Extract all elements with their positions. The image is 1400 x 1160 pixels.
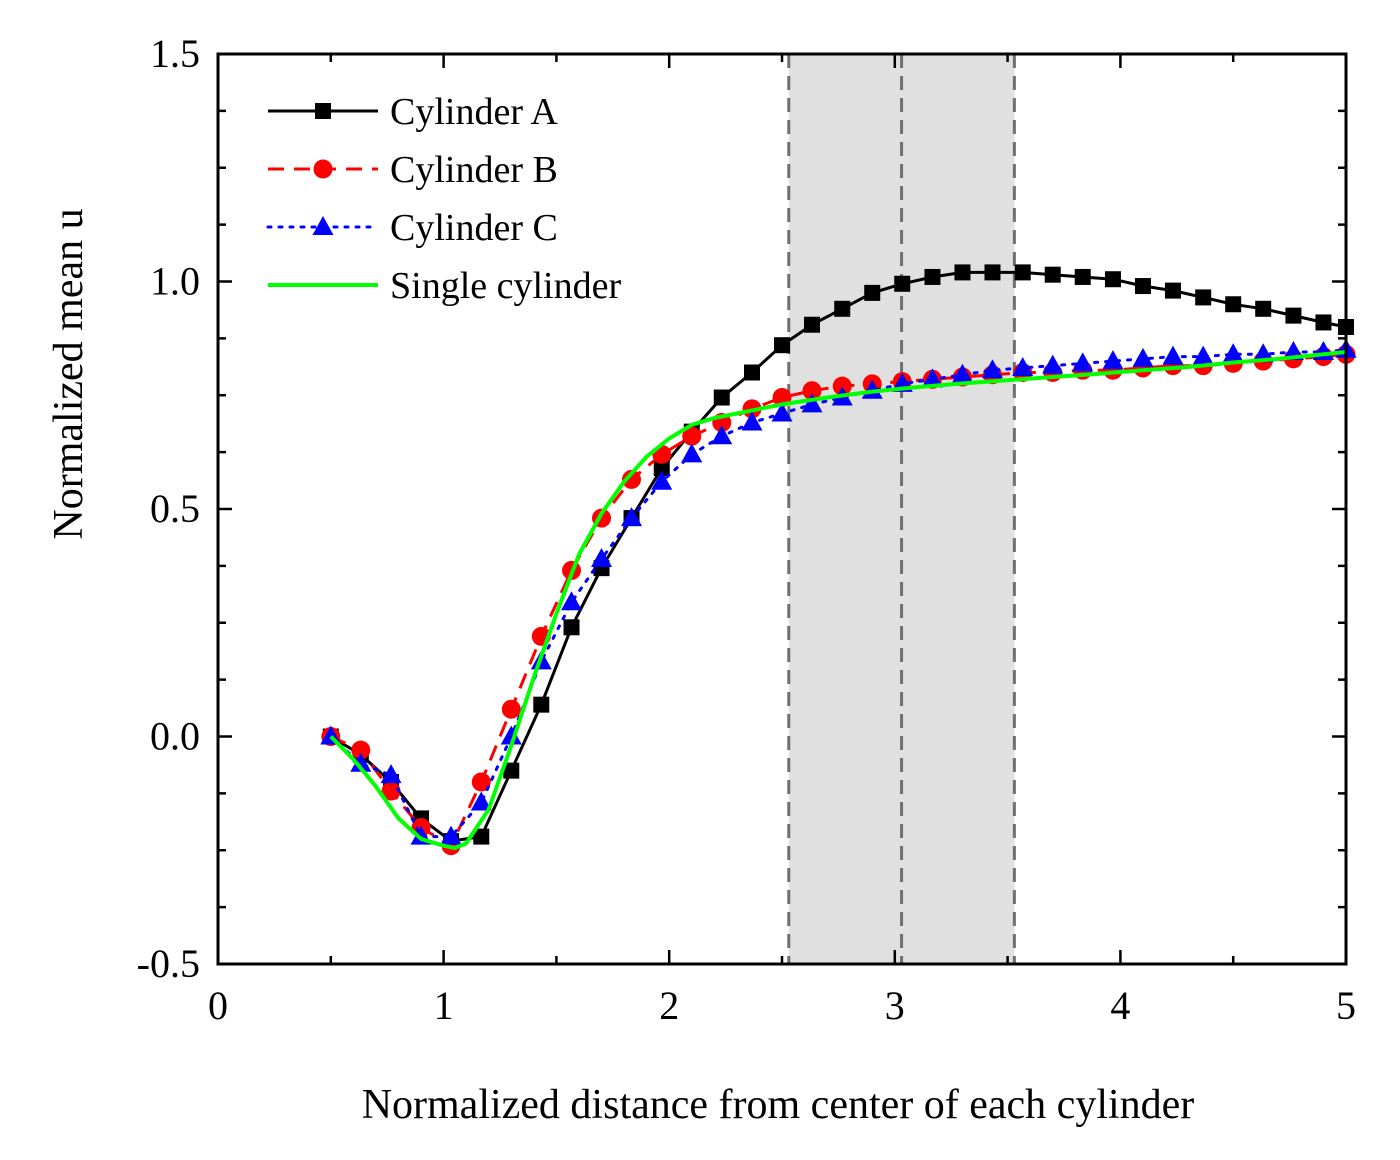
data-point	[804, 316, 821, 333]
data-point	[622, 469, 642, 489]
x-tick-label: 2	[659, 983, 679, 1028]
data-point	[381, 781, 401, 801]
legend-marker	[312, 216, 334, 235]
data-point	[681, 443, 703, 463]
data-point	[471, 772, 491, 792]
series-single-cylinder	[329, 350, 1347, 850]
legend-item: Cylinder C	[266, 207, 558, 249]
data-point	[1195, 289, 1212, 306]
axes-layer: 0 1 2 3 4 5 -0.5 0.0 0.5 1.0 1.5	[137, 31, 1356, 1028]
data-point	[921, 368, 943, 388]
x-tick-label: 5	[1336, 983, 1356, 1028]
data-point	[1044, 266, 1061, 283]
data-point	[621, 507, 643, 527]
data-point	[864, 284, 881, 301]
y-axis-title: Normalized mean u	[46, 208, 92, 539]
legend: Cylinder A Cylinder B Cylinder C Single cyl…	[266, 91, 621, 307]
data-point	[924, 268, 941, 285]
legend-label: Single cylinder	[390, 265, 621, 307]
legend-label: Cylinder C	[390, 207, 558, 249]
y-tick-label: 0.0	[150, 714, 200, 759]
data-point	[1134, 278, 1151, 295]
data-point	[1102, 350, 1124, 370]
data-point	[774, 337, 790, 354]
data-point	[1132, 347, 1154, 367]
data-point	[894, 275, 911, 292]
data-point	[1255, 300, 1272, 317]
data-point	[350, 752, 372, 772]
series-line	[329, 348, 1348, 839]
data-point	[951, 363, 973, 383]
data-point	[713, 389, 730, 406]
data-point	[1012, 356, 1034, 376]
data-point	[1074, 268, 1091, 285]
data-point	[1014, 264, 1031, 281]
data-point	[651, 470, 673, 490]
x-tick-label: 1	[434, 983, 454, 1028]
data-point	[380, 764, 402, 784]
data-point	[561, 591, 583, 611]
data-point	[832, 376, 852, 396]
data-point	[984, 264, 1001, 281]
data-point	[1192, 345, 1214, 365]
data-point	[1285, 307, 1302, 324]
data-point	[1104, 271, 1121, 288]
data-point	[473, 828, 490, 845]
data-point	[1252, 343, 1274, 363]
x-axis-title: Normalized distance from center of each …	[362, 1082, 1195, 1128]
data-point	[801, 393, 823, 413]
legend-item: Single cylinder	[268, 265, 621, 307]
reference-lines-layer	[787, 54, 1016, 964]
legend-label: Cylinder A	[390, 91, 558, 133]
data-point	[1222, 343, 1244, 363]
legend-marker	[315, 103, 331, 119]
data-point	[470, 791, 492, 811]
data-point	[533, 696, 550, 713]
data-point	[743, 364, 760, 381]
data-point	[834, 300, 851, 317]
y-tick-label: 1.5	[150, 31, 200, 76]
y-tick-label: 1.0	[150, 259, 200, 304]
data-point	[771, 402, 793, 422]
plot-frame	[216, 52, 1348, 966]
x-tick-label: 4	[1110, 983, 1130, 1028]
data-point	[351, 740, 371, 760]
data-point	[682, 426, 702, 446]
series-layer	[320, 264, 1357, 856]
data-point	[501, 699, 521, 719]
series-cylinder-c	[320, 338, 1357, 845]
data-point	[500, 725, 522, 745]
y-tick-label: 0.5	[150, 486, 200, 531]
data-point	[563, 619, 580, 636]
data-point	[653, 460, 670, 477]
data-point	[591, 548, 613, 568]
series-line	[329, 350, 1347, 850]
data-point	[1072, 352, 1094, 372]
legend-label: Cylinder B	[390, 149, 558, 191]
data-point	[1225, 296, 1242, 313]
x-tick-label: 3	[885, 983, 905, 1028]
data-point	[1164, 282, 1181, 299]
data-point	[1315, 314, 1332, 331]
y-tick-label: -0.5	[137, 941, 200, 986]
data-point	[981, 359, 1003, 379]
data-point	[711, 425, 733, 445]
data-point	[1042, 354, 1064, 374]
data-point	[802, 381, 822, 401]
data-point	[440, 825, 462, 845]
legend-item: Cylinder A	[268, 91, 558, 133]
legend-marker	[313, 159, 333, 179]
data-point	[503, 762, 520, 779]
data-point	[741, 411, 763, 431]
data-point	[1162, 345, 1184, 365]
legend-item: Cylinder B	[268, 149, 558, 191]
data-point	[954, 264, 971, 281]
x-tick-label: 0	[208, 983, 228, 1028]
